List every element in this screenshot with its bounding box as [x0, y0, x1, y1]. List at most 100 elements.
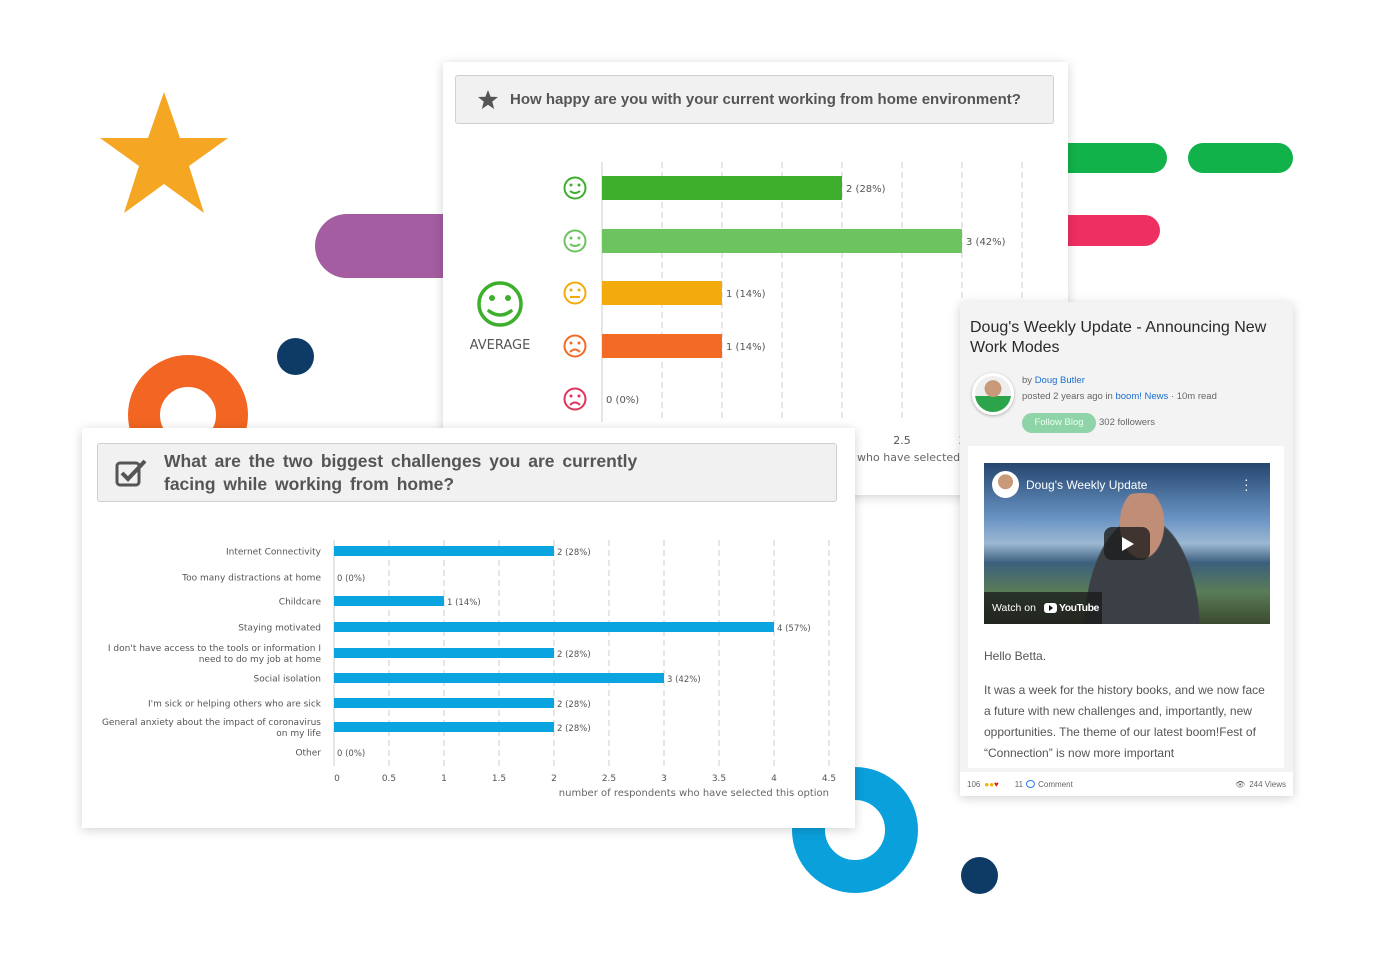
bar	[334, 698, 554, 708]
face-icon-neutral	[563, 281, 587, 305]
data-label: 2 (28%)	[557, 548, 591, 558]
x-tick-label: 2.5	[893, 434, 911, 447]
data-label: 1 (14%)	[447, 598, 481, 608]
star-shape	[100, 92, 228, 213]
x-tick-label: 1	[441, 774, 447, 784]
blog-post-card: Doug's Weekly Update - Announcing New Wo…	[960, 302, 1293, 796]
category-label: I don't have access to the tools or info…	[108, 644, 321, 654]
face-eye	[577, 236, 581, 240]
face-outline	[563, 334, 587, 358]
bar	[334, 673, 664, 683]
more-options-icon[interactable]: · · ·	[1244, 471, 1249, 497]
bar-very-happy	[602, 176, 842, 200]
data-label: 2 (28%)	[557, 724, 591, 734]
navy-dot-shape	[277, 338, 314, 375]
green-pill-shape-2	[1188, 143, 1293, 173]
video-title: Doug's Weekly Update	[1026, 478, 1148, 492]
data-label: 2 (28%)	[846, 184, 886, 195]
data-label: 3 (42%)	[966, 237, 1006, 248]
x-tick-label: 4	[771, 774, 777, 784]
author-avatar[interactable]	[972, 373, 1014, 415]
question-title: What are the two biggest challenges you …	[164, 450, 638, 494]
question-title: How happy are you with your current work…	[510, 91, 1021, 108]
followers-count: 302 followers	[1099, 417, 1155, 428]
data-label: 0 (0%)	[337, 749, 365, 759]
face-mouth	[569, 401, 581, 406]
comment-button[interactable]: Comment	[1038, 779, 1073, 789]
average-label: AVERAGE	[470, 338, 531, 353]
bar-neutral	[602, 281, 722, 305]
face-outline	[563, 387, 587, 411]
data-label: 1 (14%)	[726, 342, 766, 353]
bar	[334, 596, 444, 606]
face-outline	[477, 281, 523, 327]
happiness-chart: 2 (28%)3 (42%)1 (14%)1 (14%)0 (0%)00.511…	[470, 162, 1031, 464]
comments-count: 11	[1014, 779, 1024, 789]
face-eye	[577, 288, 581, 292]
navy-dot-shape-2	[961, 857, 998, 894]
category-label: General anxiety about the impact of coro…	[102, 718, 321, 728]
youtube-logo-icon	[1043, 603, 1057, 613]
face-mouth	[487, 309, 513, 317]
reaction-icons[interactable]: ●●♥	[984, 779, 999, 789]
category-label: Childcare	[279, 598, 322, 608]
category-label: Other	[295, 749, 321, 759]
face-eye	[577, 183, 581, 187]
face-mouth	[569, 190, 581, 194]
star-icon	[478, 90, 498, 109]
face-eye	[577, 341, 581, 345]
post-footer: 106 ●●♥ 11 Comment 👁 244 Views	[960, 772, 1293, 796]
category-label: need to do my job at home	[199, 655, 322, 665]
face-eye	[569, 236, 573, 240]
byline: by Doug Butler	[1022, 375, 1085, 386]
data-label: 2 (28%)	[557, 700, 591, 710]
post-body-text: It was a week for the history books, and…	[984, 683, 1265, 760]
x-tick-label: 1.5	[492, 774, 506, 784]
face-outline	[563, 281, 587, 305]
play-button[interactable]	[1104, 527, 1150, 560]
data-label: 3 (42%)	[667, 675, 701, 685]
x-tick-label: 3.5	[712, 774, 726, 784]
bar	[334, 722, 554, 732]
data-label: 0 (0%)	[606, 395, 639, 406]
author-link[interactable]: Doug Butler	[1034, 375, 1085, 386]
face-icon-happy	[563, 229, 587, 253]
category-label: Social isolation	[254, 675, 322, 685]
face-icon-very-unhappy	[563, 387, 587, 411]
follow-blog-button[interactable]: Follow Blog	[1022, 413, 1096, 433]
views-count: 244 Views	[1249, 779, 1286, 789]
bar-unhappy	[602, 334, 722, 358]
category-link[interactable]: boom! News	[1115, 391, 1169, 402]
x-axis-title: number of respondents who have selected …	[559, 788, 829, 799]
face-eye	[569, 288, 573, 292]
comment-icon	[1026, 780, 1036, 788]
watch-on-youtube-button[interactable]: Watch on YouTube	[984, 592, 1102, 624]
x-tick-label: 2	[551, 774, 557, 784]
face-eye	[569, 341, 573, 345]
category-label: Too many distractions at home	[181, 574, 321, 584]
question-header: How happy are you with your current work…	[455, 75, 1054, 124]
face-mouth	[569, 348, 581, 353]
bar	[334, 622, 774, 632]
post-meta: posted 2 years ago in boom! News · 10m r…	[1022, 391, 1217, 402]
x-tick-label: 0	[334, 774, 340, 784]
category-label: on my life	[276, 729, 321, 739]
channel-avatar	[992, 471, 1019, 498]
data-label: 1 (14%)	[726, 289, 766, 300]
face-eye	[489, 295, 495, 301]
face-eye	[569, 183, 573, 187]
play-icon	[1122, 537, 1134, 551]
challenges-survey-card: What are the two biggest challenges you …	[82, 428, 855, 828]
face-eye	[505, 295, 511, 301]
face-icon-very-happy	[563, 176, 587, 200]
x-tick-label: 2.5	[602, 774, 616, 784]
greeting-text: Hello Betta.	[984, 649, 1047, 663]
average-face-icon	[477, 281, 523, 327]
face-eye	[569, 394, 573, 398]
reactions-count[interactable]: 106	[967, 779, 981, 789]
blog-title[interactable]: Doug's Weekly Update - Announcing New Wo…	[970, 319, 1267, 356]
category-label: Staying motivated	[238, 624, 321, 634]
video-player[interactable]: Doug's Weekly Update · · · Watch on YouTub…	[984, 463, 1270, 624]
bar-happy	[602, 229, 962, 253]
question-header: What are the two biggest challenges you …	[97, 443, 837, 502]
